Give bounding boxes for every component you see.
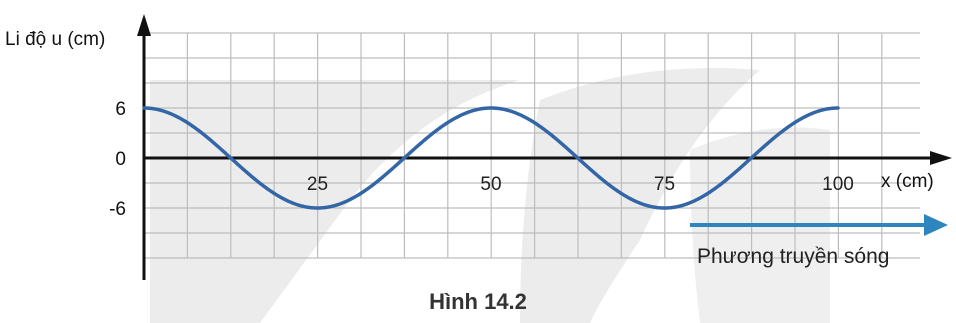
x-tick-label: 25	[307, 174, 328, 195]
y-tick-label: -6	[109, 199, 126, 220]
figure-caption: Hình 14.2	[429, 289, 527, 314]
direction-arrow-head	[924, 214, 948, 236]
x-tick-label: 75	[654, 174, 675, 195]
y-tick-label: 6	[115, 99, 126, 120]
y-axis-label: Li độ u (cm)	[5, 29, 105, 50]
x-axis-arrowhead	[930, 151, 952, 165]
x-tick-label: 50	[480, 174, 501, 195]
x-axis-label: x (cm)	[881, 171, 934, 192]
x-tick-label: 100	[822, 174, 854, 195]
watermark-logo	[150, 68, 830, 323]
series	[142, 106, 840, 210]
axes	[137, 14, 952, 280]
y-axis-arrowhead	[137, 14, 151, 36]
direction-label: Phương truyền sóng	[697, 245, 889, 268]
y-tick-label: 0	[115, 149, 126, 170]
grid	[143, 32, 920, 259]
tick-labels: 6 0 -6 25 50 75 100	[109, 99, 854, 220]
direction-arrow	[690, 214, 948, 236]
wave-line	[142, 106, 840, 210]
